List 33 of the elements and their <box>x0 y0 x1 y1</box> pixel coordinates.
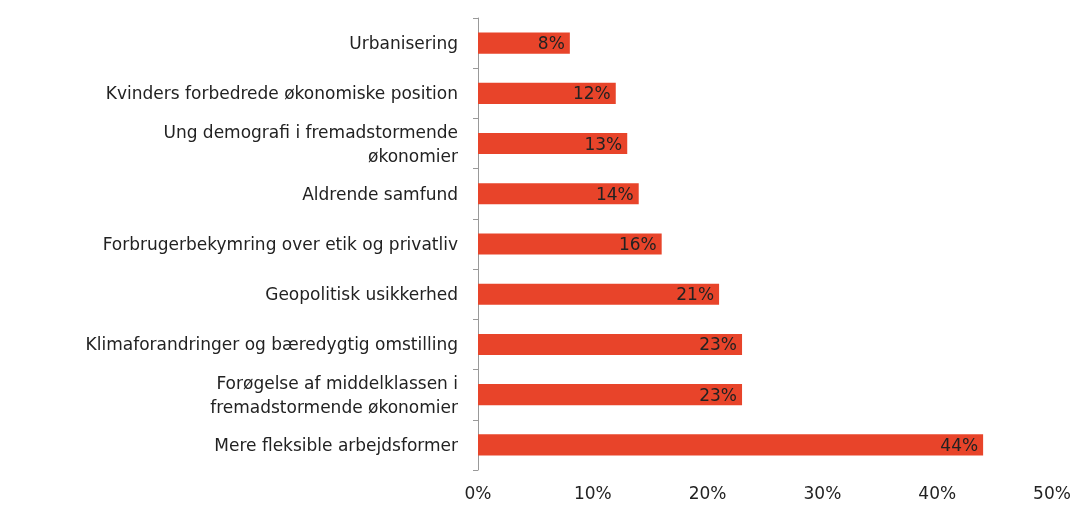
data-label: 14% <box>595 183 634 204</box>
x-tick-label: 40% <box>918 482 957 503</box>
bar <box>478 283 720 305</box>
data-label: 21% <box>676 284 715 305</box>
y-tick-label: Kvinders forbedrede økonomiske position <box>105 83 458 104</box>
x-tick-label: 0% <box>464 482 492 503</box>
bar <box>478 82 616 104</box>
x-tick-label: 10% <box>573 482 612 503</box>
y-tick-label: Urbanisering <box>349 33 458 54</box>
y-tick-label: Geopolitisk usikkerhed <box>265 284 458 305</box>
y-tick-label: Aldrende samfund <box>302 183 458 204</box>
y-tick-label: Mere fleksible arbejdsformer <box>214 434 459 455</box>
y-tick-label: Forbrugerbekymring over etik og privatliv <box>102 234 458 254</box>
bar <box>478 133 628 155</box>
bar <box>478 32 570 54</box>
data-label: 23% <box>699 334 738 355</box>
y-tick-label: Klimaforandringer og bæredygtig omstilling <box>85 334 458 355</box>
bar <box>478 434 984 456</box>
bar <box>478 183 639 205</box>
bar <box>478 333 743 355</box>
y-tick-label: Ung demografi i fremadstormende økonomier <box>163 121 458 166</box>
x-tick-label: 30% <box>803 482 842 503</box>
x-tick-label: 50% <box>1033 482 1071 503</box>
data-label: 12% <box>572 83 611 104</box>
data-label: 44% <box>940 434 979 455</box>
bar <box>478 233 662 255</box>
y-tick-label: Forøgelse af middelklassen i fremadstormende økonomier <box>210 372 458 417</box>
bar <box>478 384 743 406</box>
data-label: 23% <box>699 384 738 405</box>
data-label: 13% <box>584 133 623 154</box>
x-tick-label: 20% <box>688 482 727 503</box>
data-label: 16% <box>618 234 657 254</box>
data-label: 8% <box>537 33 565 54</box>
